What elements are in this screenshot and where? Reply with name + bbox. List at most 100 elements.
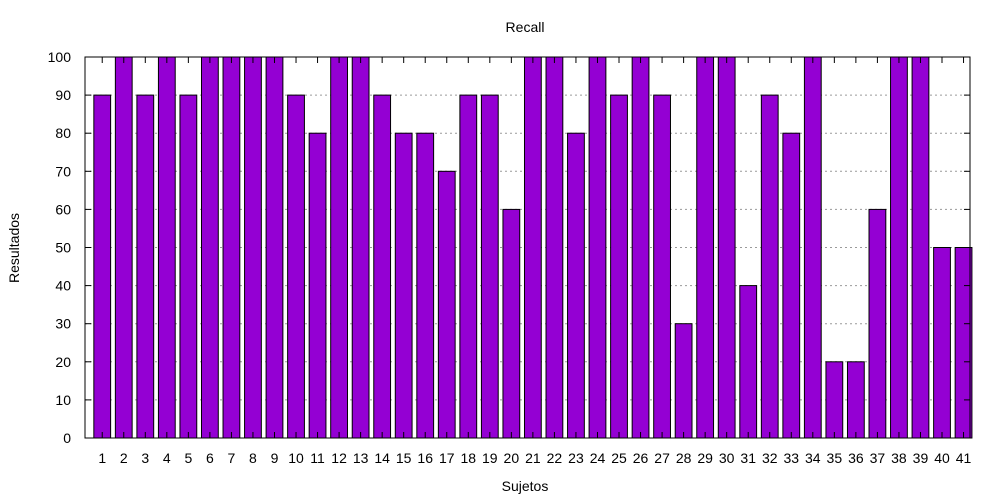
bar-subject-41 [954,247,973,439]
bar-subject-31 [739,285,758,439]
y-tick-label: 10 [55,392,71,408]
bar-subject-8 [244,56,262,439]
bar-subject-25 [610,94,628,439]
x-tick-label: 30 [719,450,735,466]
bar-subject-4 [157,56,176,439]
x-tick-label: 21 [525,450,541,466]
x-tick-label: 8 [249,450,257,466]
x-tick-label: 23 [568,450,584,466]
y-tick-label: 0 [63,430,71,446]
x-tick-label: 4 [163,450,171,466]
bar-subject-23 [567,132,585,439]
x-tick-label: 32 [762,450,778,466]
x-tick-label: 35 [827,450,843,466]
bar-subject-14 [373,94,392,439]
x-tick-label: 14 [374,450,390,466]
x-tick-label: 38 [891,450,907,466]
x-tick-label: 6 [206,450,214,466]
bar-subject-27 [653,94,671,439]
bar-subject-16 [416,132,435,439]
bar-subject-26 [631,56,650,439]
bar-subject-36 [846,361,865,439]
bar-subject-10 [287,94,305,439]
x-tick-label: 3 [141,450,149,466]
x-tick-label: 5 [184,450,192,466]
x-tick-label: 22 [547,450,563,466]
x-tick-label: 11 [310,450,325,466]
x-tick-label: 10 [288,450,304,466]
bar-subject-37 [868,208,887,439]
bar-subject-35 [825,361,844,439]
y-tick-label: 60 [55,201,71,217]
x-tick-label: 34 [805,450,821,466]
x-tick-label: 24 [590,450,606,466]
x-tick-label: 39 [913,450,929,466]
x-tick-label: 15 [396,450,412,466]
bar-subject-20 [502,208,521,439]
x-tick-label: 20 [504,450,520,466]
bar-subject-21 [523,56,542,439]
x-tick-label: 27 [654,450,670,466]
bar-subject-29 [696,56,715,439]
bar-subject-18 [459,94,478,439]
y-tick-label: 70 [55,163,71,179]
bar-subject-1 [93,94,112,439]
bar-subject-9 [265,56,284,439]
x-tick-label: 37 [870,450,886,466]
bar-subject-34 [803,56,822,439]
y-tick-label: 30 [55,316,71,332]
y-tick-label: 80 [55,125,71,141]
x-tick-label: 18 [460,450,476,466]
bar-subject-22 [545,56,564,439]
x-tick-label: 28 [676,450,692,466]
bar-subject-5 [179,94,198,439]
x-tick-label: 17 [439,450,455,466]
bar-subject-12 [330,56,348,439]
bar-subject-7 [222,56,241,439]
bar-subject-13 [351,56,370,439]
y-tick-label: 90 [55,87,71,103]
x-axis-label: Sujetos [502,478,549,494]
bar-subject-2 [114,56,133,439]
y-axis-ticks: 0 10 20 30 40 50 60 70 80 90 100 [48,49,970,446]
bar-subject-38 [890,56,908,439]
x-tick-label: 7 [228,450,236,466]
bar-subject-39 [911,56,930,439]
bar-subject-33 [782,132,801,439]
x-tick-label: 40 [934,450,950,466]
x-tick-label: 9 [271,450,279,466]
y-tick-label: 100 [48,49,72,65]
bar-subject-11 [308,132,327,439]
y-tick-label: 40 [55,278,71,294]
x-tick-label: 16 [417,450,433,466]
x-tick-label: 12 [331,450,347,466]
bar-subject-30 [717,56,736,439]
y-tick-label: 20 [55,354,71,370]
x-tick-label: 13 [353,450,369,466]
x-tick-label: 31 [740,450,756,466]
bar-subject-6 [200,56,219,439]
bar-subject-32 [760,94,779,439]
bars [93,56,973,439]
x-tick-label: 36 [848,450,864,466]
x-tick-label: 26 [633,450,649,466]
bar-subject-19 [480,94,499,439]
x-tick-label: 29 [697,450,713,466]
y-axis-label: Resultados [6,213,22,283]
bar-subject-15 [394,132,413,439]
bar-subject-24 [588,56,607,439]
x-tick-label: 41 [956,450,972,466]
x-axis-ticks: 1 2 3 4 5 6 7 8 9 10 11 12 13 14 15 16 17 18 19 20 21 22 23 24 2… [98,57,972,466]
x-tick-label: 25 [611,450,627,466]
x-tick-label: 19 [482,450,498,466]
bar-subject-28 [674,323,693,439]
chart-title: Recall [506,19,545,35]
x-tick-label: 33 [783,450,799,466]
x-tick-label: 2 [120,450,128,466]
y-tick-label: 50 [55,240,71,256]
bar-subject-40 [933,247,951,439]
bar-subject-3 [136,94,155,439]
bar-subject-17 [437,170,456,439]
x-tick-label: 1 [98,450,106,466]
